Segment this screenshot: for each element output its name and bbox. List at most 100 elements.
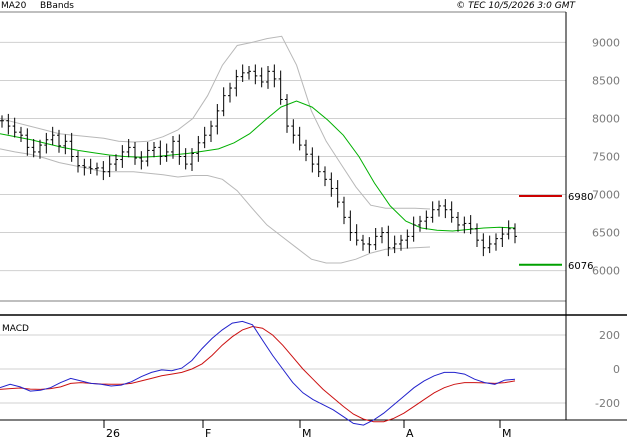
- price-bar: [126, 139, 131, 158]
- price-bar: [494, 233, 498, 251]
- indicator-bbands-label: BBands: [40, 1, 74, 11]
- x-tick-label: F: [205, 427, 211, 440]
- price-bar: [209, 120, 213, 143]
- macd-y-tick-label: 0: [613, 363, 620, 376]
- price-bar: [82, 158, 87, 176]
- macd-title: MACD: [2, 324, 29, 334]
- price-bar: [310, 147, 315, 173]
- price-y-tick-label: 7500: [592, 151, 620, 164]
- price-bar: [373, 227, 378, 251]
- price-bar: [430, 201, 435, 223]
- price-bar: [443, 199, 448, 219]
- price-bar: [145, 142, 150, 167]
- price-bar: [361, 234, 365, 251]
- price-y-tick-label: 6500: [592, 227, 620, 240]
- price-bar: [133, 142, 137, 165]
- price-bar: [57, 129, 61, 153]
- ma20-line: [0, 100, 516, 232]
- price-bar: [107, 155, 112, 178]
- x-tick-label: M: [302, 427, 312, 440]
- price-bar: [50, 126, 55, 146]
- macd-signal-line: [0, 325, 516, 423]
- price-bar: [95, 162, 99, 176]
- price-bar: [386, 225, 391, 257]
- price-bar: [63, 134, 68, 155]
- price-bar: [240, 64, 245, 82]
- macd-y-tick-label: 200: [599, 329, 620, 342]
- price-bar: [468, 215, 473, 235]
- price-bar: [44, 132, 49, 154]
- price-bar: [76, 151, 80, 173]
- price-bar: [456, 212, 460, 232]
- price-bar: [164, 143, 169, 162]
- price-bar: [354, 224, 359, 246]
- price-y-tick-label: 9000: [592, 36, 620, 49]
- price-bar: [139, 151, 144, 170]
- price-bar: [152, 142, 156, 158]
- price-bar: [342, 196, 346, 225]
- price-bar: [234, 69, 239, 97]
- price-bar: [19, 126, 23, 143]
- price-bar: [69, 132, 74, 162]
- resistance-level-label: 6980: [568, 192, 593, 203]
- x-tick-label: M: [502, 427, 512, 440]
- price-bar: [304, 139, 308, 162]
- price-bar: [329, 172, 334, 197]
- price-bar: [316, 155, 321, 178]
- price-bar: [266, 65, 270, 89]
- price-bar: [278, 70, 283, 105]
- price-bar: [183, 148, 188, 170]
- price-y-tick-label: 8500: [592, 74, 620, 87]
- price-bar: [418, 215, 422, 232]
- price-bar: [367, 237, 372, 254]
- macd-series: [0, 320, 516, 426]
- price-bar: [88, 158, 93, 174]
- price-bar: [120, 145, 125, 168]
- price-bar: [405, 229, 410, 249]
- price-bar: [462, 216, 467, 234]
- price-bar: [380, 227, 384, 244]
- price-bar: [158, 140, 163, 165]
- price-bar: [12, 117, 17, 138]
- price-bar: [481, 233, 486, 257]
- price-bar: [0, 115, 4, 128]
- price-y-tick-label: 6000: [592, 265, 620, 278]
- price-bar: [297, 126, 302, 151]
- price-bar: [247, 65, 251, 80]
- support-level-label: 6076: [568, 261, 593, 272]
- price-gridlines: [0, 41, 566, 272]
- price-bar: [424, 210, 429, 230]
- price-bar: [259, 67, 264, 88]
- price-levels: 6980 6076: [519, 192, 593, 272]
- price-bar: [285, 94, 289, 133]
- price-y-tick-label: 8000: [592, 112, 620, 125]
- price-bars: [0, 64, 517, 257]
- macd-line: [0, 320, 516, 426]
- copyright-label: © TEC 10/5/2026 3:0 GMT: [456, 1, 576, 11]
- price-bar: [411, 216, 416, 242]
- price-bar: [399, 234, 403, 251]
- price-bar: [190, 148, 194, 171]
- x-tick-label: 26: [106, 427, 120, 440]
- price-bar: [171, 135, 175, 159]
- price-bar: [335, 180, 340, 208]
- price-bar: [196, 135, 201, 162]
- price-bar: [114, 154, 118, 171]
- macd-y-tick-label: -200: [595, 397, 620, 410]
- price-bar: [38, 139, 42, 159]
- price-bar: [31, 139, 36, 158]
- price-bar: [101, 161, 106, 181]
- price-y-tick-label: 7000: [592, 189, 620, 202]
- ma20-series: [0, 100, 516, 232]
- macd-y-ticks: 200 0 -200: [595, 329, 620, 410]
- price-bar: [506, 220, 511, 240]
- price-bar: [253, 64, 258, 85]
- price-bar: [513, 223, 517, 244]
- price-y-ticks: 6000 6500 7000 7500 8000 8500 9000: [592, 36, 620, 277]
- price-bar: [348, 210, 353, 241]
- price-bar: [215, 104, 220, 135]
- price-bar: [25, 128, 30, 156]
- x-tick-label: A: [406, 427, 414, 440]
- indicator-ma20-label: MA20: [1, 1, 27, 11]
